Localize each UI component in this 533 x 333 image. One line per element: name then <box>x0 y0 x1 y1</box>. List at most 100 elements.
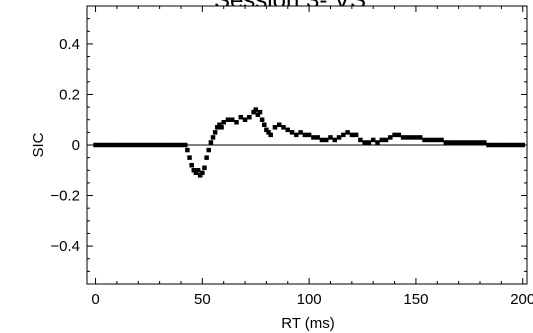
data-point <box>257 109 263 115</box>
data-point <box>358 137 363 143</box>
data-point <box>185 147 190 153</box>
data-point <box>511 142 517 148</box>
data-point <box>477 140 483 145</box>
data-point <box>392 132 397 138</box>
data-point <box>140 142 145 148</box>
data-point <box>422 137 427 143</box>
data-point <box>234 120 239 125</box>
data-point <box>268 132 273 138</box>
data-point <box>482 140 487 145</box>
data-point <box>379 137 385 143</box>
data-point <box>311 135 316 140</box>
data-point <box>430 137 436 143</box>
data-point <box>191 168 197 173</box>
data-point <box>253 107 258 112</box>
y-tick-label: 0 <box>72 137 80 154</box>
data-point <box>396 132 402 138</box>
data-point <box>131 142 137 148</box>
data-point <box>174 142 179 148</box>
x-axis-label: RT (ms) <box>281 315 335 332</box>
data-point <box>157 142 162 148</box>
y-axis-label: SIC <box>30 132 47 157</box>
data-point <box>144 142 150 148</box>
data-point <box>255 112 261 117</box>
data-point <box>328 135 333 140</box>
data-point <box>341 132 346 138</box>
data-point <box>490 142 496 148</box>
data-point <box>204 155 209 160</box>
data-point <box>503 142 508 148</box>
data-point <box>306 132 312 138</box>
data-point <box>212 130 218 135</box>
data-point <box>473 140 478 145</box>
data-point <box>101 142 107 148</box>
data-point <box>247 114 252 120</box>
data-point <box>336 135 342 140</box>
data-point <box>118 142 124 148</box>
data-point <box>285 127 291 133</box>
data-point <box>345 130 350 135</box>
data-point <box>136 142 141 148</box>
y-tick-labels: 0.4 0.2 0 −0.2 −0.4 <box>50 36 80 255</box>
y-tick-label: −0.4 <box>50 238 80 255</box>
data-point <box>114 142 120 148</box>
y-tick-label: 0.2 <box>59 86 80 103</box>
data-point <box>153 142 158 148</box>
data-point <box>93 142 98 148</box>
data-point <box>97 142 103 148</box>
data-point <box>225 117 231 122</box>
data-point <box>264 127 269 133</box>
data-point <box>200 170 205 176</box>
data-point <box>294 132 299 138</box>
data-point <box>127 142 132 148</box>
data-point <box>210 135 216 140</box>
data-point <box>193 170 199 176</box>
data-point <box>426 137 431 143</box>
data-point <box>460 140 466 145</box>
data-point <box>298 130 303 135</box>
data-point <box>452 140 457 145</box>
y-tick-label: −0.2 <box>50 188 80 205</box>
data-markers <box>93 107 525 178</box>
data-point <box>215 125 220 130</box>
data-point <box>183 142 188 148</box>
data-point <box>206 147 211 153</box>
data-point <box>520 142 525 148</box>
data-point <box>494 142 500 148</box>
data-point <box>148 142 154 148</box>
data-point <box>110 142 115 148</box>
data-point <box>409 135 414 140</box>
x-tick-label: 200 <box>510 291 533 308</box>
data-point <box>195 168 201 173</box>
data-point <box>375 140 380 145</box>
data-point <box>266 130 271 135</box>
data-point <box>238 114 244 120</box>
data-point <box>178 142 184 148</box>
data-point <box>281 125 286 130</box>
x-tick-label: 0 <box>91 291 99 308</box>
data-point <box>221 120 226 125</box>
data-point <box>456 140 461 145</box>
data-point <box>259 117 265 122</box>
data-point <box>161 142 167 148</box>
y-tick-label: 0.4 <box>59 36 80 53</box>
data-point <box>189 162 194 168</box>
data-point <box>417 135 423 140</box>
data-point <box>302 132 308 138</box>
x-tick-label: 100 <box>297 291 322 308</box>
data-point <box>208 140 214 145</box>
data-point <box>251 109 256 115</box>
data-point <box>289 130 295 135</box>
data-point <box>323 137 329 143</box>
data-point <box>443 140 449 145</box>
axis-ticks <box>87 6 527 284</box>
data-point <box>197 173 203 178</box>
data-point <box>165 142 171 148</box>
data-point <box>217 122 222 128</box>
data-point <box>439 137 444 143</box>
data-point <box>349 132 355 138</box>
data-point <box>499 142 504 148</box>
data-point <box>507 142 513 148</box>
data-point <box>400 135 406 140</box>
